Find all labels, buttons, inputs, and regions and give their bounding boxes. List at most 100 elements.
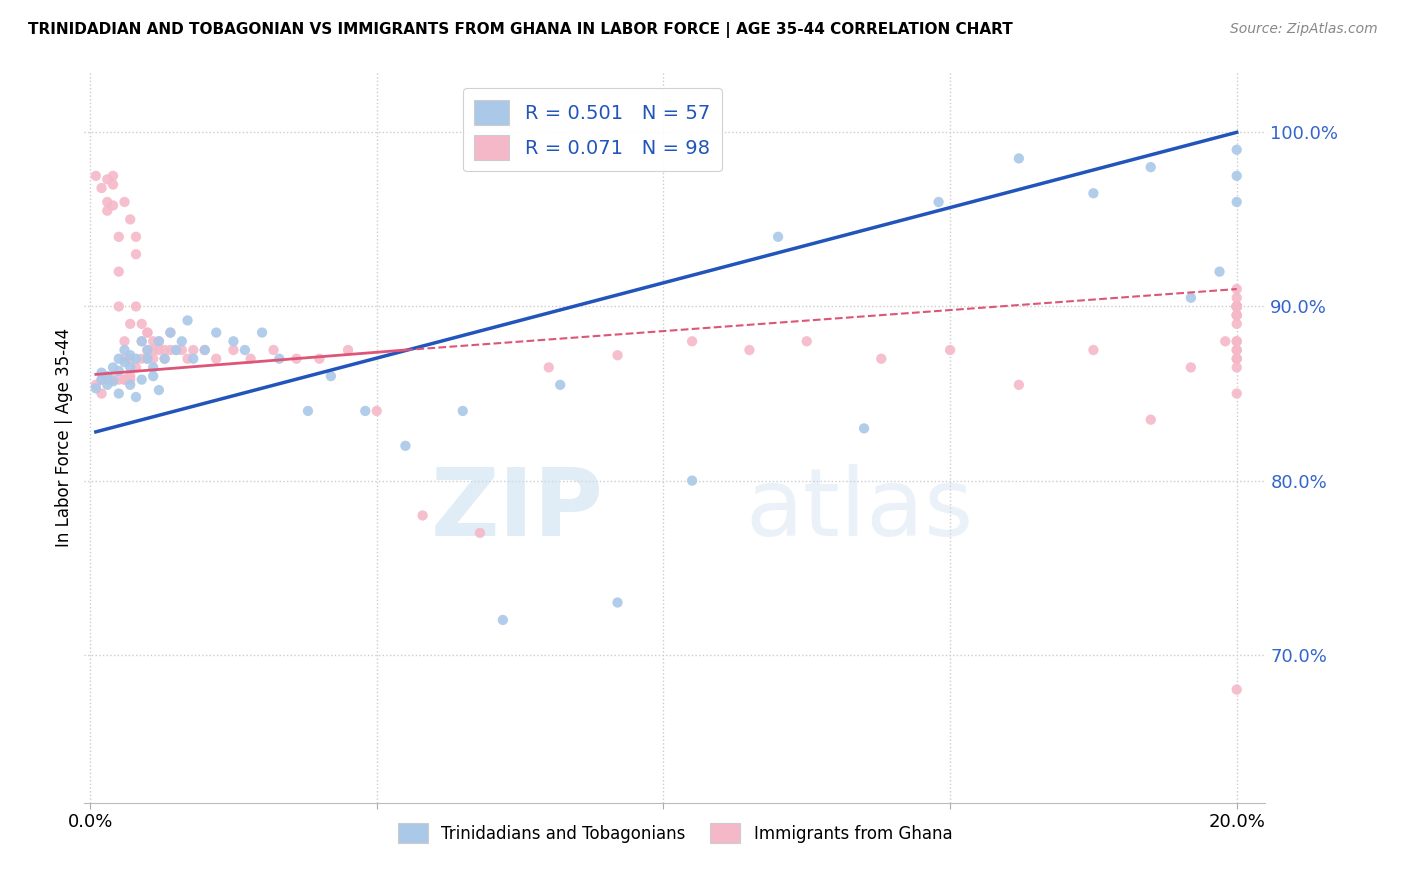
Point: [194, 343, 217, 357]
Point: [114, 194, 136, 209]
Point: [205, 351, 228, 366]
Point: [107, 229, 129, 244]
Point: [96, 172, 118, 186]
Point: [1226, 308, 1249, 322]
Point: [269, 351, 291, 366]
Point: [153, 351, 176, 366]
Point: [131, 317, 153, 331]
Point: [107, 386, 129, 401]
Point: [101, 169, 124, 183]
Text: ZIP: ZIP: [432, 464, 605, 557]
Point: [165, 343, 187, 357]
Point: [84, 377, 107, 392]
Point: [1226, 334, 1249, 349]
Point: [136, 343, 159, 357]
Point: [131, 334, 153, 349]
Point: [125, 360, 148, 375]
Point: [468, 525, 491, 540]
Point: [90, 373, 112, 387]
Point: [96, 194, 118, 209]
Text: TRINIDADIAN AND TOBAGONIAN VS IMMIGRANTS FROM GHANA IN LABOR FORCE | AGE 35-44 C: TRINIDADIAN AND TOBAGONIAN VS IMMIGRANTS…: [28, 22, 1012, 38]
Point: [1226, 317, 1249, 331]
Point: [1226, 169, 1249, 183]
Point: [153, 351, 176, 366]
Point: [120, 360, 142, 375]
Point: [84, 381, 107, 395]
Point: [194, 343, 217, 357]
Point: [136, 326, 159, 340]
Point: [107, 364, 129, 378]
Point: [1226, 351, 1249, 366]
Point: [114, 355, 136, 369]
Point: [1226, 300, 1249, 314]
Point: [239, 351, 262, 366]
Point: [451, 404, 474, 418]
Point: [319, 369, 342, 384]
Point: [1226, 300, 1249, 314]
Point: [120, 351, 142, 366]
Point: [142, 343, 165, 357]
Point: [1226, 300, 1249, 314]
Point: [176, 313, 198, 327]
Point: [233, 343, 256, 357]
Point: [1180, 291, 1202, 305]
Point: [1226, 308, 1249, 322]
Point: [84, 169, 107, 183]
Point: [1008, 152, 1031, 166]
Point: [107, 351, 129, 366]
Point: [939, 343, 962, 357]
Point: [90, 366, 112, 380]
Point: [101, 360, 124, 375]
Point: [1226, 300, 1249, 314]
Point: [120, 348, 142, 362]
Point: [181, 351, 204, 366]
Point: [101, 178, 124, 192]
Point: [125, 247, 148, 261]
Point: [492, 613, 515, 627]
Text: atlas: atlas: [745, 464, 974, 557]
Point: [1226, 194, 1249, 209]
Point: [120, 373, 142, 387]
Point: [148, 334, 170, 349]
Point: [1226, 351, 1249, 366]
Point: [870, 351, 893, 366]
Point: [125, 351, 148, 366]
Point: [1180, 360, 1202, 375]
Point: [153, 343, 176, 357]
Point: [222, 343, 245, 357]
Point: [738, 343, 761, 357]
Point: [96, 203, 118, 218]
Point: [606, 595, 628, 609]
Point: [101, 375, 124, 389]
Point: [114, 373, 136, 387]
Point: [176, 351, 198, 366]
Point: [1226, 300, 1249, 314]
Point: [606, 348, 628, 362]
Point: [285, 351, 308, 366]
Point: [120, 377, 142, 392]
Point: [1139, 160, 1161, 174]
Point: [1208, 265, 1230, 279]
Point: [142, 334, 165, 349]
Point: [766, 229, 789, 244]
Point: [101, 198, 124, 212]
Point: [148, 334, 170, 349]
Point: [96, 377, 118, 392]
Point: [114, 351, 136, 366]
Point: [120, 317, 142, 331]
Point: [125, 390, 148, 404]
Point: [1226, 300, 1249, 314]
Point: [159, 343, 181, 357]
Text: Source: ZipAtlas.com: Source: ZipAtlas.com: [1230, 22, 1378, 37]
Point: [1226, 308, 1249, 322]
Point: [1226, 343, 1249, 357]
Point: [1226, 334, 1249, 349]
Point: [1226, 300, 1249, 314]
Point: [263, 343, 285, 357]
Point: [366, 404, 388, 418]
Point: [548, 377, 571, 392]
Point: [1226, 682, 1249, 697]
Point: [90, 373, 112, 387]
Point: [1226, 300, 1249, 314]
Point: [1226, 343, 1249, 357]
